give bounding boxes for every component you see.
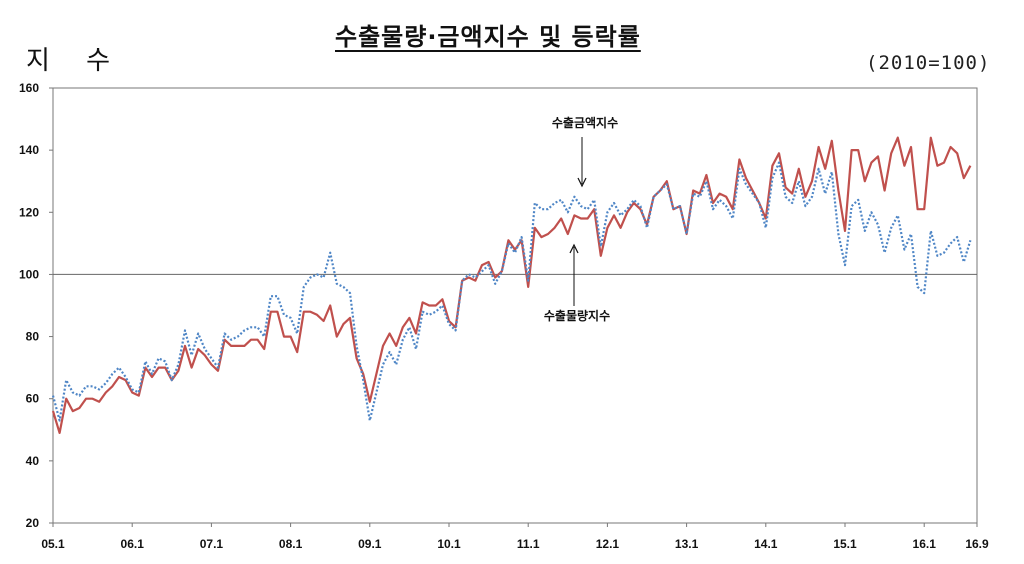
- annotation-arrowhead-value: [577, 177, 587, 188]
- x-tick-label: 09.1: [358, 537, 382, 551]
- base-year-note: (2010=100): [866, 52, 991, 74]
- annotation-export-value-index: 수출금액지수: [552, 115, 618, 130]
- series-lines: [51, 136, 972, 434]
- y-tick-label: 60: [26, 392, 40, 406]
- x-tick-label: 06.1: [121, 537, 145, 551]
- x-tick-label: 16.1: [913, 537, 937, 551]
- chart-axes: [52, 87, 978, 524]
- x-tick-label: 08.1: [279, 537, 303, 551]
- series-line-export-value-index: [51, 161, 972, 422]
- y-axis-label: 지 수: [26, 46, 125, 76]
- y-tick-label: 160: [19, 81, 39, 95]
- x-tick-label: 16.9: [965, 537, 989, 551]
- y-tick-label: 40: [26, 454, 40, 468]
- chart-title: 수출물량·금액지수 및 등락률: [335, 23, 641, 51]
- series-annotations: 수출금액지수 수출물량지수: [544, 115, 618, 323]
- y-tick-label: 120: [19, 205, 39, 219]
- annotation-export-volume-index: 수출물량지수: [544, 308, 610, 323]
- x-tick-label: 11.1: [517, 537, 540, 551]
- plot-area-frame: [52, 87, 978, 524]
- series-line-export-volume-index: [51, 136, 972, 434]
- y-tick-labels: 20 40 60 80 100 120 140 160: [19, 81, 53, 530]
- x-tick-label: 15.1: [833, 537, 857, 551]
- y-tick-label: 100: [19, 267, 39, 281]
- x-tick-label: 05.1: [41, 537, 65, 551]
- annotation-arrowhead-volume: [569, 243, 579, 254]
- x-tick-label: 12.1: [596, 537, 620, 551]
- y-tick-label: 140: [19, 143, 39, 157]
- y-tick-label: 20: [26, 516, 40, 530]
- x-tick-label: 14.1: [754, 537, 778, 551]
- x-tick-labels: 05.1 06.1 07.1 08.1 09.1 10.1 11.1 12.1 13.1 14.1…: [41, 523, 989, 551]
- x-tick-label: 07.1: [200, 537, 224, 551]
- x-tick-label: 10.1: [437, 537, 461, 551]
- y-tick-label: 80: [26, 330, 40, 344]
- x-tick-label: 13.1: [675, 537, 699, 551]
